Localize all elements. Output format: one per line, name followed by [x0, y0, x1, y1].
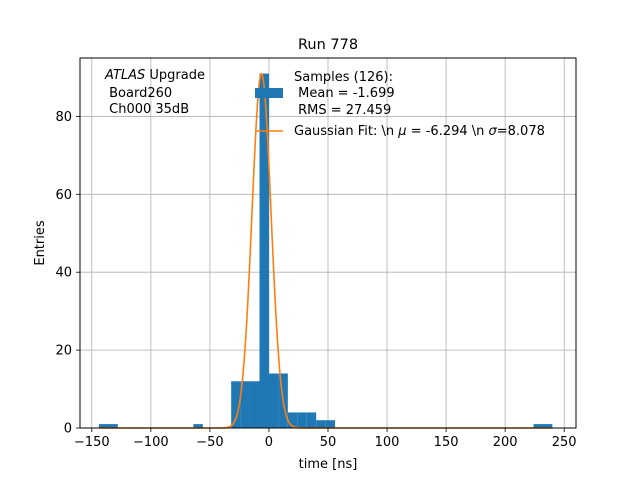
- legend: Samples (126): Mean = -1.699 RMS = 27.45…: [255, 70, 545, 139]
- x-tick-label: 200: [493, 435, 518, 450]
- fit-label-mid: = -6.294 \n: [407, 124, 489, 139]
- x-tick-label: 50: [320, 435, 337, 450]
- annotation-line-2: Board260: [105, 86, 172, 101]
- y-tick-label: 60: [55, 188, 72, 203]
- x-tick-label: −150: [74, 435, 110, 450]
- x-tick-label: 0: [265, 435, 273, 450]
- x-tick-label: −50: [196, 435, 223, 450]
- y-tick-label: 40: [55, 266, 72, 281]
- x-tick-label: 150: [434, 435, 459, 450]
- x-tick-label: −100: [133, 435, 169, 450]
- atlas-label: ATLAS: [104, 68, 145, 83]
- histogram-bar: [250, 381, 260, 428]
- fit-sigma-symbol: σ: [489, 124, 498, 139]
- fit-mu-symbol: μ: [397, 124, 406, 139]
- histogram-bar: [533, 424, 553, 428]
- fit-label-pre: Gaussian Fit: \n: [294, 124, 398, 139]
- legend-hist-swatch: [255, 88, 283, 98]
- legend-fit-label: Gaussian Fit: \n μ = -6.294 \n σ=8.078: [294, 124, 545, 139]
- y-tick-label: 80: [55, 110, 72, 125]
- histogram-bar: [268, 373, 279, 428]
- histogram-bar: [287, 412, 298, 428]
- x-axis-ticks: −150 −100 −50 0 50 100 150 200 250: [74, 428, 577, 450]
- legend-hist-line-2: Mean = -1.699: [294, 86, 395, 101]
- chart-title: Run 778: [298, 37, 358, 53]
- histogram-bar: [240, 381, 251, 428]
- annotation-line-3: Ch000 35dB: [105, 102, 189, 117]
- annotation-line-1: ATLAS Upgrade: [104, 68, 205, 83]
- atlas-annotation: ATLAS Upgrade Board260 Ch000 35dB: [104, 68, 205, 117]
- histogram-bar: [316, 420, 326, 428]
- y-axis-label: Entries: [33, 220, 48, 266]
- upgrade-label: Upgrade: [145, 68, 205, 83]
- x-tick-label: 250: [552, 435, 577, 450]
- y-tick-label: 20: [55, 344, 72, 359]
- x-tick-label: 100: [375, 435, 400, 450]
- histogram-bar: [297, 412, 307, 428]
- y-tick-label: 0: [64, 422, 72, 437]
- histogram-bar: [259, 73, 269, 428]
- x-axis-label: time [ns]: [299, 457, 358, 472]
- legend-hist-line-3: RMS = 27.459: [294, 103, 391, 118]
- histogram-bar: [98, 424, 118, 428]
- fit-label-post: =8.078: [497, 124, 545, 139]
- histogram-bar: [306, 412, 317, 428]
- histogram-bar: [325, 420, 336, 428]
- histogram-bar: [231, 381, 241, 428]
- y-axis-ticks: 0 20 40 60 80: [55, 110, 80, 437]
- histogram-bar: [193, 424, 203, 428]
- legend-hist-line-1: Samples (126):: [294, 70, 393, 85]
